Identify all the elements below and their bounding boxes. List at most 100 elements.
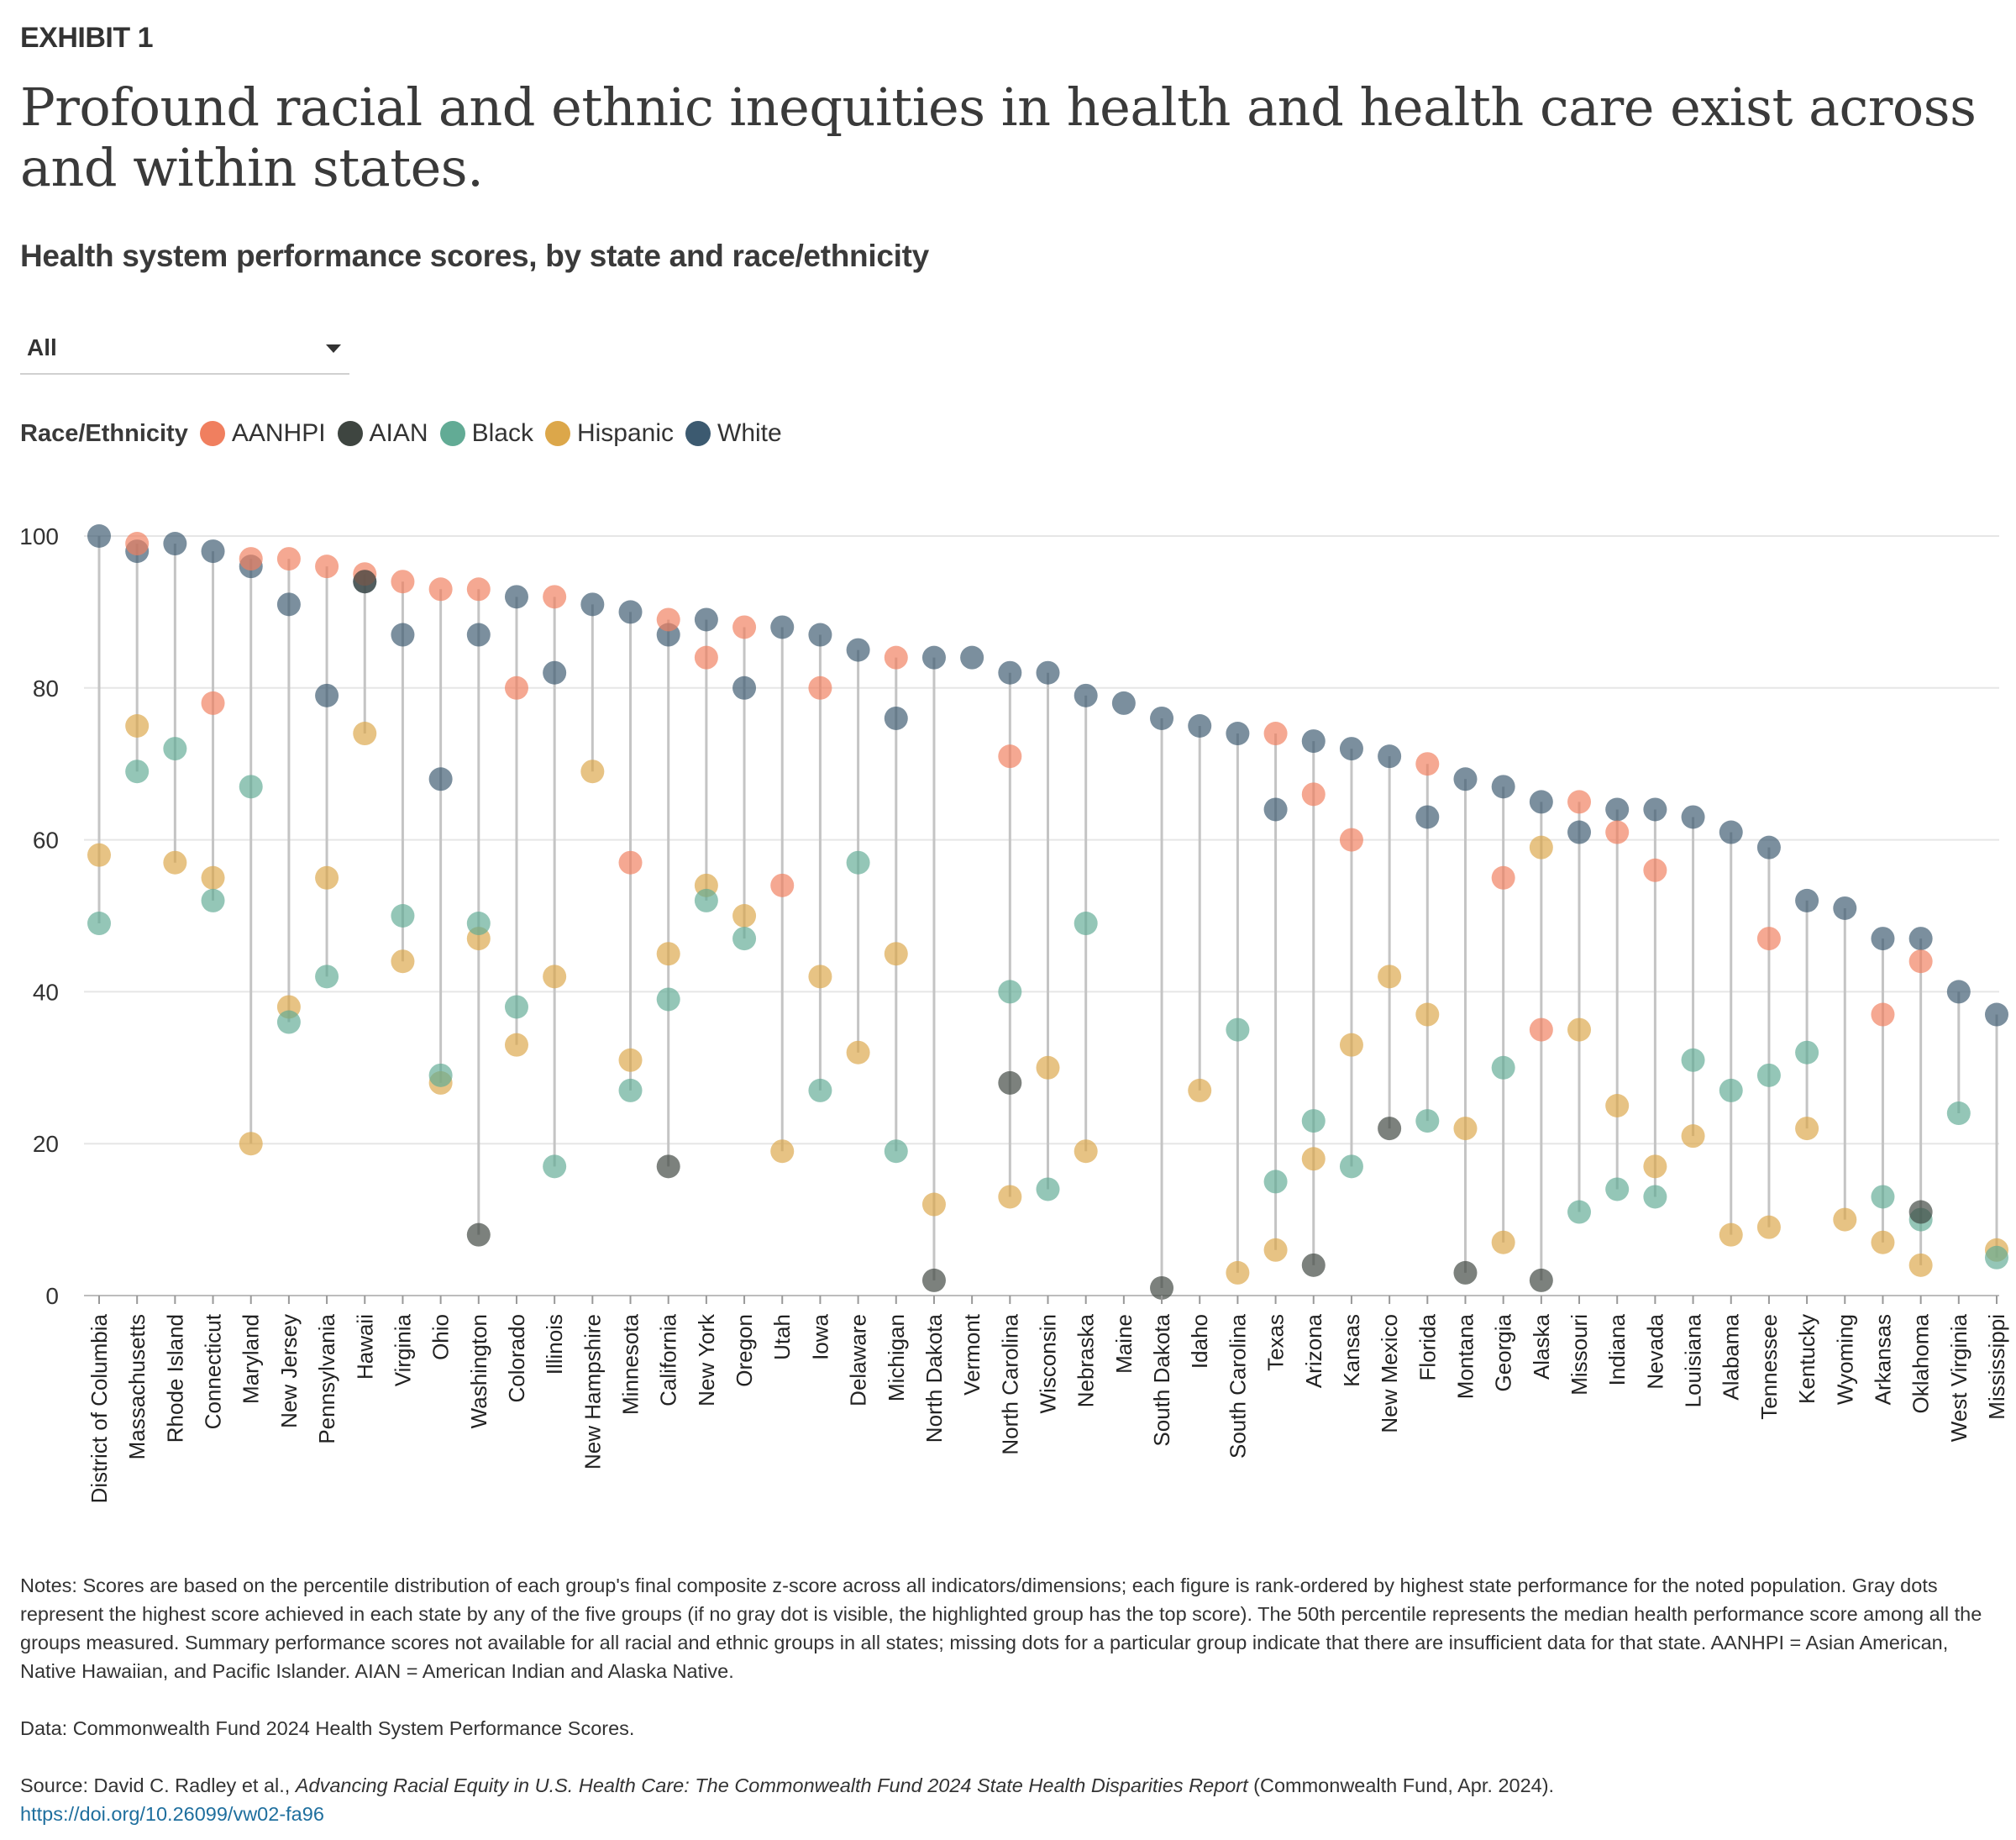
data-point-hispanic[interactable]: Tennessee — Hispanic: 9 <box>1756 1215 1781 1239</box>
data-point-black[interactable]: Kentucky — Black: 32 <box>1795 1040 1819 1065</box>
data-point-white[interactable]: Wyoming — White: 51 <box>1833 896 1857 920</box>
data-point-aanhpi[interactable]: Georgia — AANHPI: 55 <box>1491 865 1515 890</box>
data-point-white[interactable]: Nevada — White: 64 <box>1643 797 1667 822</box>
data-point-aanhpi[interactable]: Alaska — AANHPI: 35 <box>1529 1017 1553 1042</box>
data-point-hispanic[interactable]: Montana — Hispanic: 22 <box>1453 1117 1478 1141</box>
data-point-black[interactable]: Missouri — Black: 11 <box>1567 1200 1592 1224</box>
data-point-aanhpi[interactable]: New York — AANHPI: 84 <box>694 645 718 670</box>
data-point-white[interactable]: Illinois — White: 82 <box>543 660 567 685</box>
data-point-hispanic[interactable]: North Dakota — Hispanic: 12 <box>921 1192 946 1217</box>
data-point-black[interactable]: South Carolina — Black: 35 <box>1226 1017 1250 1042</box>
data-point-white[interactable]: North Dakota — White: 84 <box>921 645 946 670</box>
data-point-black[interactable]: Delaware — Black: 57 <box>846 850 870 875</box>
data-point-aanhpi[interactable]: Virginia — AANHPI: 94 <box>391 570 415 594</box>
data-point-aanhpi[interactable]: Minnesota — AANHPI: 57 <box>618 850 643 875</box>
data-point-hispanic[interactable]: Florida — Hispanic: 37 <box>1415 1002 1440 1027</box>
data-point-aanhpi[interactable]: Utah — AANHPI: 54 <box>770 873 795 897</box>
data-point-white[interactable]: Arkansas — White: 47 <box>1871 927 1895 951</box>
data-point-hispanic[interactable]: Texas — Hispanic: 6 <box>1263 1238 1288 1262</box>
data-point-hispanic[interactable]: Wyoming — Hispanic: 10 <box>1833 1207 1857 1232</box>
data-point-white[interactable]: Ohio — White: 68 <box>428 767 453 791</box>
data-point-hispanic[interactable]: Kansas — Hispanic: 33 <box>1339 1033 1363 1057</box>
data-point-white[interactable]: New Mexico — White: 71 <box>1378 744 1402 769</box>
data-point-aian[interactable]: South Dakota — AIAN: 1 <box>1150 1275 1174 1300</box>
data-point-aian[interactable]: Hawaii — AIAN: 94 <box>353 570 377 594</box>
group-filter-dropdown[interactable]: All <box>20 328 349 375</box>
legend-item-black[interactable]: Black <box>439 419 533 448</box>
legend-item-hispanic[interactable]: Hispanic <box>544 419 674 448</box>
data-point-white[interactable]: Indiana — White: 64 <box>1605 797 1630 822</box>
data-point-white[interactable]: Georgia — White: 67 <box>1491 775 1515 799</box>
data-point-aanhpi[interactable]: Florida — AANHPI: 70 <box>1415 752 1440 776</box>
data-point-white[interactable]: Wisconsin — White: 82 <box>1036 660 1060 685</box>
data-point-aanhpi[interactable]: Indiana — AANHPI: 61 <box>1605 820 1630 844</box>
data-point-white[interactable]: Mississippi — White: 37 <box>1985 1002 2008 1027</box>
data-point-white[interactable]: Connecticut — White: 98 <box>201 539 225 564</box>
data-point-black[interactable]: Oregon — Black: 47 <box>732 927 757 951</box>
data-point-aanhpi[interactable]: Tennessee — AANHPI: 47 <box>1756 927 1781 951</box>
data-point-hispanic[interactable]: Colorado — Hispanic: 33 <box>504 1033 528 1057</box>
data-point-black[interactable]: Texas — Black: 15 <box>1263 1170 1288 1194</box>
data-point-aanhpi[interactable]: Illinois — AANHPI: 92 <box>543 585 567 609</box>
data-point-black[interactable]: West Virginia — Black: 24 <box>1946 1101 1971 1126</box>
data-point-aanhpi[interactable]: Massachusetts — AANHPI: 99 <box>125 532 150 556</box>
data-point-aanhpi[interactable]: California — AANHPI: 89 <box>656 607 680 632</box>
data-point-white[interactable]: Nebraska — White: 79 <box>1074 683 1098 707</box>
data-point-white[interactable]: New Jersey — White: 91 <box>276 592 301 617</box>
data-point-white[interactable]: Texas — White: 64 <box>1263 797 1288 822</box>
data-point-hispanic[interactable]: Georgia — Hispanic: 7 <box>1491 1230 1515 1254</box>
data-point-white[interactable]: Kentucky — White: 52 <box>1795 888 1819 912</box>
data-point-black[interactable]: Pennsylvania — Black: 42 <box>315 965 339 989</box>
data-point-hispanic[interactable]: Hawaii — Hispanic: 74 <box>353 722 377 746</box>
data-point-black[interactable]: Minnesota — Black: 27 <box>618 1078 643 1102</box>
data-point-hispanic[interactable]: Connecticut — Hispanic: 55 <box>201 865 225 890</box>
data-point-hispanic[interactable]: Indiana — Hispanic: 25 <box>1605 1094 1630 1117</box>
data-point-white[interactable]: Alaska — White: 65 <box>1529 790 1553 814</box>
data-point-black[interactable]: Arkansas — Black: 13 <box>1871 1185 1895 1209</box>
data-point-white[interactable]: Tennessee — White: 59 <box>1756 835 1781 860</box>
data-point-white[interactable]: Florida — White: 63 <box>1415 805 1440 829</box>
data-point-aanhpi[interactable]: Michigan — AANHPI: 84 <box>884 645 908 670</box>
data-point-white[interactable]: Utah — White: 88 <box>770 615 795 639</box>
data-point-hispanic[interactable]: Arkansas — Hispanic: 7 <box>1871 1230 1895 1254</box>
data-point-aian[interactable]: Montana — AIAN: 3 <box>1453 1260 1478 1285</box>
data-point-black[interactable]: Louisiana — Black: 31 <box>1681 1048 1705 1072</box>
data-point-black[interactable]: Iowa — Black: 27 <box>808 1078 832 1102</box>
data-point-black[interactable]: Tennessee — Black: 29 <box>1756 1063 1781 1087</box>
data-point-aian[interactable]: New Mexico — AIAN: 22 <box>1378 1117 1402 1141</box>
data-point-white[interactable]: District of Columbia — White: 100 <box>87 524 111 548</box>
data-point-black[interactable]: Washington — Black: 49 <box>466 912 491 936</box>
data-point-hispanic[interactable]: Nebraska — Hispanic: 19 <box>1074 1139 1098 1164</box>
data-point-black[interactable]: Ohio — Black: 29 <box>428 1063 453 1087</box>
data-point-aian[interactable]: California — AIAN: 17 <box>656 1154 680 1179</box>
data-point-black[interactable]: North Carolina — Black: 40 <box>998 980 1022 1004</box>
data-point-black[interactable]: Rhode Island — Black: 72 <box>163 737 187 761</box>
data-point-black[interactable]: Virginia — Black: 50 <box>391 904 415 928</box>
data-point-black[interactable]: Kansas — Black: 17 <box>1339 1154 1363 1179</box>
data-point-hispanic[interactable]: Louisiana — Hispanic: 21 <box>1681 1124 1705 1149</box>
legend-item-aanhpi[interactable]: AANHPI <box>199 419 326 448</box>
data-point-white[interactable]: Missouri — White: 61 <box>1567 820 1592 844</box>
data-point-aanhpi[interactable]: Iowa — AANHPI: 80 <box>808 676 832 700</box>
data-point-white[interactable]: Louisiana — White: 63 <box>1681 805 1705 829</box>
data-point-aanhpi[interactable]: Nevada — AANHPI: 56 <box>1643 858 1667 882</box>
data-point-black[interactable]: District of Columbia — Black: 49 <box>87 912 111 936</box>
data-point-hispanic[interactable]: Illinois — Hispanic: 42 <box>543 965 567 989</box>
data-point-hispanic[interactable]: Wisconsin — Hispanic: 30 <box>1036 1055 1060 1080</box>
data-point-white[interactable]: Idaho — White: 75 <box>1188 714 1212 738</box>
data-point-black[interactable]: Michigan — Black: 19 <box>884 1139 908 1164</box>
data-point-hispanic[interactable]: Oklahoma — Hispanic: 4 <box>1908 1253 1933 1277</box>
data-point-aanhpi[interactable]: Oregon — AANHPI: 88 <box>732 615 757 639</box>
data-point-aanhpi[interactable]: Washington — AANHPI: 93 <box>466 577 491 602</box>
data-point-white[interactable]: New York — White: 89 <box>694 607 718 632</box>
data-point-aanhpi[interactable]: Connecticut — AANHPI: 78 <box>201 691 225 715</box>
data-point-aian[interactable]: North Dakota — AIAN: 2 <box>921 1268 946 1292</box>
data-point-aanhpi[interactable]: Arizona — AANHPI: 66 <box>1301 782 1326 807</box>
data-point-aanhpi[interactable]: Oklahoma — AANHPI: 44 <box>1908 949 1933 974</box>
data-point-white[interactable]: South Dakota — White: 76 <box>1150 706 1174 730</box>
data-point-white[interactable]: Oklahoma — White: 47 <box>1908 927 1933 951</box>
data-point-white[interactable]: Vermont — White: 84 <box>960 645 984 670</box>
data-point-aian[interactable]: Oklahoma — AIAN: 11 <box>1908 1200 1933 1224</box>
data-point-white[interactable]: Minnesota — White: 90 <box>618 600 643 624</box>
data-point-aanhpi[interactable]: Kansas — AANHPI: 60 <box>1339 828 1363 852</box>
